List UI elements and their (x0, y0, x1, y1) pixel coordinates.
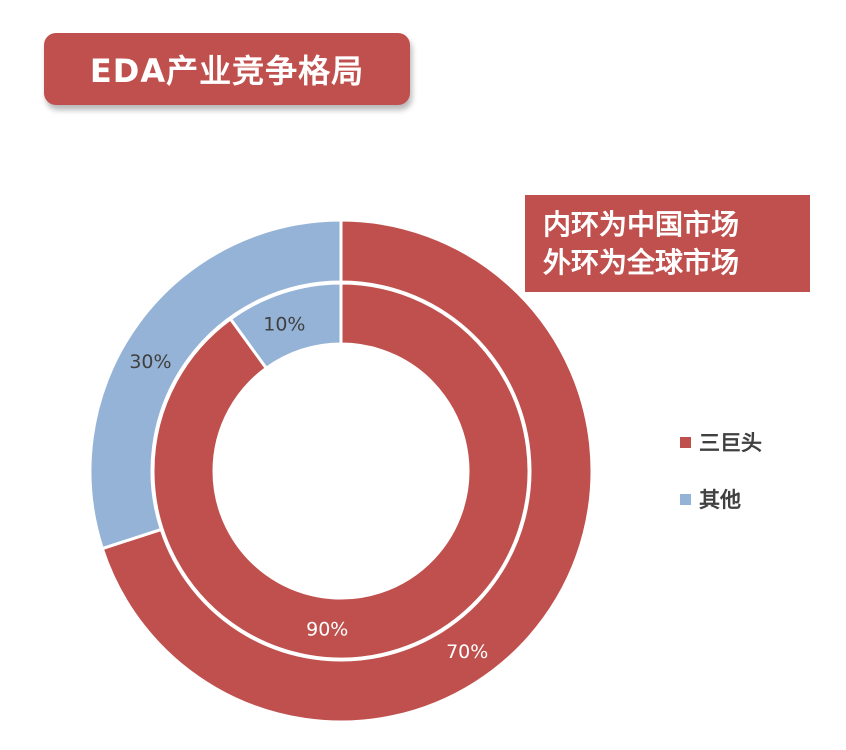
inner-ring-slice-others (228, 281, 343, 371)
legend-swatch-big-three (680, 436, 691, 448)
inner-ring-label-others: 10% (263, 313, 305, 335)
inner-ring-slice-big-three (151, 281, 531, 661)
page-title: EDA产业竞争格局 (89, 52, 365, 90)
legend-label-others: 其他 (699, 488, 741, 512)
legend-item-big-three: 三巨头 (680, 427, 762, 457)
chart-legend: 三巨头 其他 (680, 427, 762, 541)
ring-note-box: 内环为中国市场 外环为全球市场 (525, 195, 810, 292)
outer-ring-label-others: 30% (129, 351, 171, 373)
note-line-outer: 外环为全球市场 (543, 245, 740, 279)
inner-ring-label-big-three: 90% (306, 618, 348, 640)
outer-ring-label-big-three: 70% (446, 641, 488, 663)
note-line-inner: 内环为中国市场 (543, 207, 740, 241)
legend-label-big-three: 三巨头 (699, 431, 762, 455)
legend-item-others: 其他 (680, 484, 762, 514)
title-banner: EDA产业竞争格局 (44, 33, 410, 105)
legend-swatch-others (680, 493, 691, 505)
